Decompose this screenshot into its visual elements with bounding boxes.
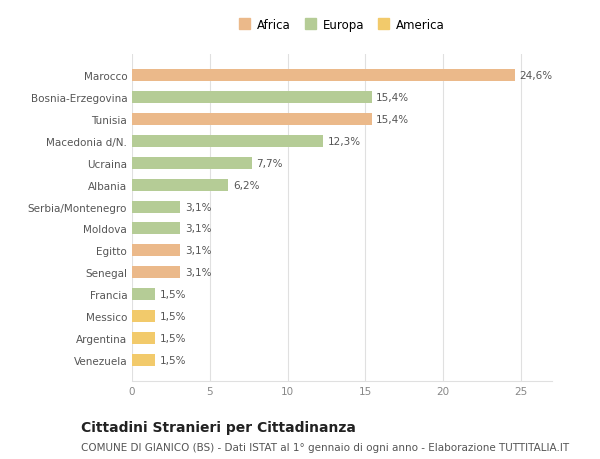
Text: 6,2%: 6,2% (233, 180, 260, 190)
Text: 15,4%: 15,4% (376, 115, 409, 125)
Bar (132, 223, 180, 235)
Text: 15,4%: 15,4% (376, 93, 409, 103)
Text: 1,5%: 1,5% (160, 333, 187, 343)
Bar (132, 201, 180, 213)
Text: 24,6%: 24,6% (520, 71, 553, 81)
Text: COMUNE DI GIANICO (BS) - Dati ISTAT al 1° gennaio di ogni anno - Elaborazione TU: COMUNE DI GIANICO (BS) - Dati ISTAT al 1… (81, 442, 569, 452)
Bar (132, 332, 155, 344)
Bar (132, 267, 180, 279)
Text: 1,5%: 1,5% (160, 311, 187, 321)
Text: 3,1%: 3,1% (185, 246, 211, 256)
Text: 3,1%: 3,1% (185, 224, 211, 234)
Bar (132, 245, 180, 257)
Legend: Africa, Europa, America: Africa, Europa, America (239, 19, 445, 32)
Bar (132, 354, 155, 366)
Bar (132, 179, 229, 191)
Text: 1,5%: 1,5% (160, 355, 187, 365)
Text: 12,3%: 12,3% (328, 136, 361, 146)
Text: Cittadini Stranieri per Cittadinanza: Cittadini Stranieri per Cittadinanza (81, 420, 356, 434)
Bar (132, 114, 371, 126)
Text: 3,1%: 3,1% (185, 268, 211, 278)
Bar (132, 70, 515, 82)
Text: 3,1%: 3,1% (185, 202, 211, 212)
Bar (132, 289, 155, 301)
Bar (132, 157, 252, 169)
Text: 7,7%: 7,7% (256, 158, 283, 168)
Bar (132, 135, 323, 147)
Bar (132, 92, 371, 104)
Bar (132, 310, 155, 322)
Text: 1,5%: 1,5% (160, 290, 187, 300)
